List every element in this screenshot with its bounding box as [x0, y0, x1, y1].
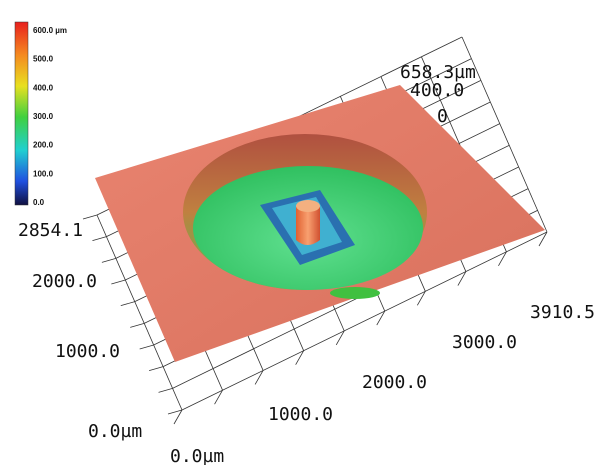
colorbar-label: 600.0 µm — [33, 26, 67, 35]
y-label: 2000.0 — [32, 271, 97, 292]
colorbar-label: 500.0 — [33, 55, 54, 64]
colorbar-label: 400.0 — [33, 83, 54, 92]
x-label: 0.0µm — [170, 446, 224, 465]
colorbar-label: 0.0 — [33, 198, 45, 207]
grid-line — [121, 302, 135, 306]
crater-bottom — [330, 287, 380, 299]
grid-line — [159, 388, 173, 392]
x-label: 2000.0 — [362, 372, 427, 393]
x-label: 3910.5 — [530, 302, 595, 323]
z-label: 400.0 — [410, 80, 464, 101]
y-label: 1000.0 — [55, 341, 120, 362]
grid-line — [140, 345, 154, 349]
x-label: 1000.0 — [268, 404, 333, 425]
colorbar — [15, 22, 28, 205]
z-label: 0 — [437, 106, 448, 127]
grid-line — [102, 258, 116, 262]
colorbar-label: 100.0 — [33, 169, 54, 178]
grid-line — [149, 367, 163, 371]
grid-line — [130, 323, 144, 327]
y-label: 2854.1 — [18, 220, 83, 241]
pillar — [296, 207, 320, 245]
y-label: 0.0µm — [88, 421, 142, 442]
grid-line — [83, 215, 97, 219]
x-label: 3000.0 — [452, 332, 517, 353]
grid-line — [111, 280, 125, 284]
grid-line — [92, 237, 106, 241]
colorbar-label: 300.0 — [33, 112, 54, 121]
pillar-top — [296, 200, 320, 212]
colorbar-label: 200.0 — [33, 141, 54, 150]
surface-view: 600.0 µm500.0400.0300.0200.0100.00.0 658… — [0, 0, 608, 465]
